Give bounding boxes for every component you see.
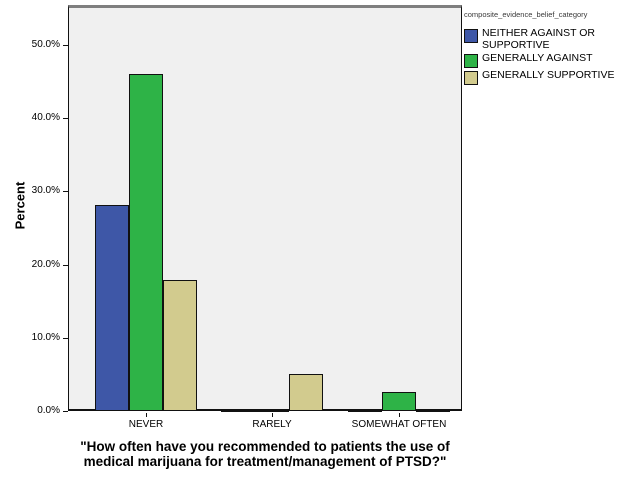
y-tick-mark [63,265,68,266]
y-tick-label: 40.0% [31,112,60,123]
y-tick-label: 10.0% [31,332,60,343]
bar-zero [416,409,450,412]
legend-label: GENERALLY AGAINST [482,52,593,65]
x-category-label: SOMEWHAT OFTEN [351,419,447,430]
bar [289,374,323,411]
legend-label: NEITHER AGAINST OR SUPPORTIVE [482,27,595,51]
x-tick-mark [399,413,400,417]
x-category-label: NEVER [128,419,164,430]
y-tick-mark [63,338,68,339]
x-category-label: RARELY [252,419,292,430]
x-axis-title: "How often have you recommended to patie… [80,439,450,469]
y-tick-label: 50.0% [31,39,60,50]
legend-swatch-icon [464,29,478,43]
legend-item: NEITHER AGAINST OR SUPPORTIVE [464,27,624,51]
y-tick-mark [63,118,68,119]
bar [382,392,416,411]
legend-items: NEITHER AGAINST OR SUPPORTIVE GENERALLY A… [464,27,624,86]
bar [163,280,197,411]
legend-title: composite_evidence_belief_category [464,10,588,19]
legend-label: GENERALLY SUPPORTIVE [482,69,615,82]
y-tick-mark [63,45,68,46]
y-tick-label: 30.0% [31,185,60,196]
bar [129,74,163,411]
legend-item: GENERALLY SUPPORTIVE [464,69,624,86]
y-tick-mark [63,411,68,412]
legend-item: GENERALLY AGAINST [464,52,624,69]
y-tick-label: 20.0% [31,259,60,270]
y-axis-title: Percent [12,181,28,230]
bar [95,205,129,411]
legend: composite_evidence_belief_category NEITH… [464,10,624,87]
legend-swatch-icon [464,71,478,86]
legend-swatch-icon [464,54,478,69]
y-tick-label: 0.0% [37,405,60,416]
bar-zero [221,409,255,412]
x-tick-mark [272,413,273,417]
x-tick-mark [146,413,147,417]
y-tick-mark [63,191,68,192]
bar-zero [255,409,289,412]
bar-zero [348,409,382,412]
